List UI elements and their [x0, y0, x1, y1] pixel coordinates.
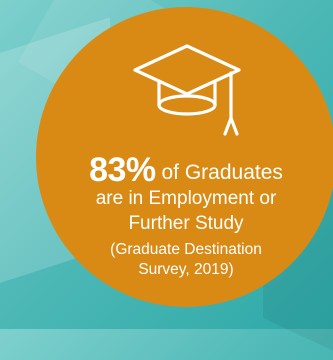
stat-text: 83% of Graduates are in Employment or Fu… — [36, 153, 333, 280]
stat-badge: 83% of Graduates are in Employment or Fu… — [36, 7, 333, 307]
stat-value: 83% — [89, 151, 156, 189]
source-line: (Graduate Destination — [110, 241, 262, 258]
stat-label: of Graduates — [161, 161, 283, 184]
stat-description-line: are in Employment or — [95, 188, 277, 209]
source-line: Survey, 2019) — [138, 261, 234, 278]
graduation-cap-icon — [133, 44, 241, 136]
stat-headline: 83% of Graduates — [36, 153, 333, 187]
stat-description-line: Further Study — [128, 213, 244, 234]
